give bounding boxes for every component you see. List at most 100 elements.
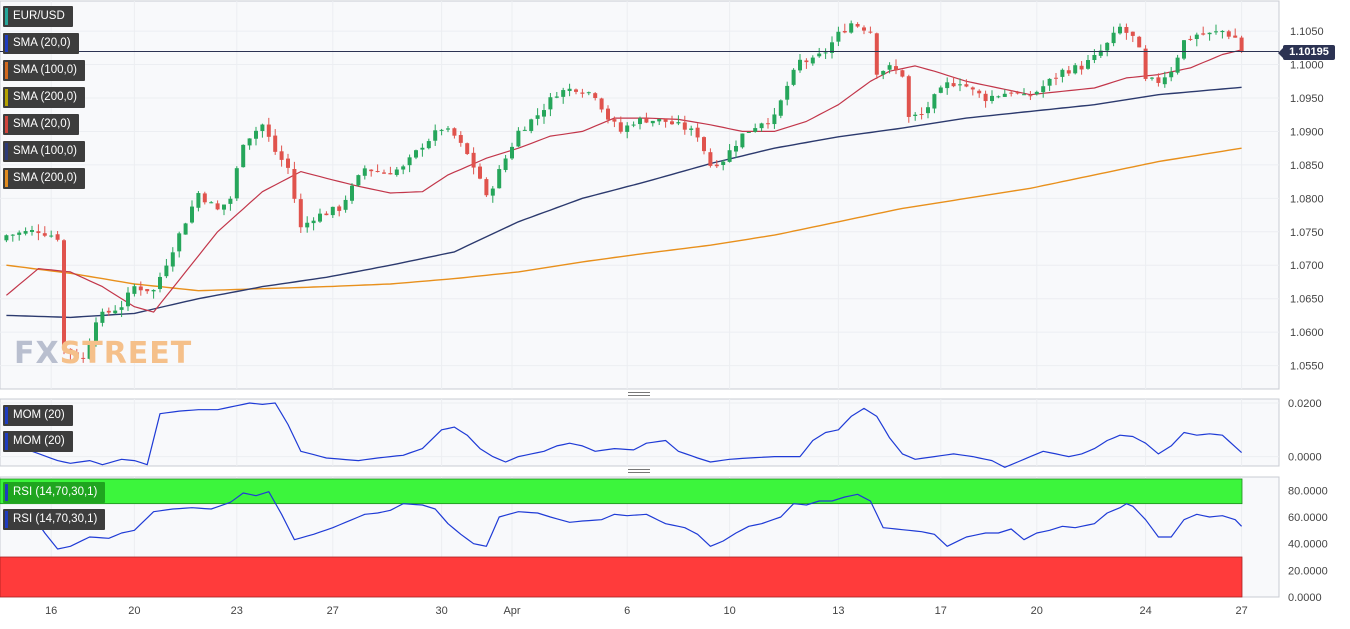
candle-body xyxy=(900,70,905,77)
candle-body xyxy=(561,90,566,97)
candle-body xyxy=(926,107,930,114)
date-tick-label: 23 xyxy=(231,605,243,617)
candle-body xyxy=(606,108,610,120)
candle-body xyxy=(202,193,207,203)
legend-item[interactable]: SMA (100,0) xyxy=(3,60,85,81)
candle-body xyxy=(932,94,937,109)
price-tick-label: 1.1000 xyxy=(1290,60,1324,72)
candle-body xyxy=(708,152,713,166)
candle-body xyxy=(42,233,47,236)
candle-body xyxy=(554,96,559,98)
candle-body xyxy=(1143,48,1148,79)
candle-body xyxy=(958,84,962,86)
candle-body xyxy=(164,265,169,277)
candle-body xyxy=(458,135,463,143)
date-tick-label: 16 xyxy=(45,605,57,617)
legend-item[interactable]: SMA (20,0) xyxy=(3,33,79,54)
candle-body xyxy=(375,171,380,173)
candle-body xyxy=(618,122,623,132)
legend-item[interactable]: EUR/USD xyxy=(3,6,73,27)
legend-label: SMA (20,0) xyxy=(13,118,71,130)
candle-body xyxy=(657,118,662,122)
candle-body xyxy=(753,128,758,132)
candle-body xyxy=(580,92,585,94)
candle-body xyxy=(586,92,591,94)
candle-body xyxy=(36,231,41,234)
fxstreet-watermark: FXSTREET xyxy=(14,336,193,371)
candle-body xyxy=(337,206,342,211)
candle-body xyxy=(1098,50,1103,56)
candle-body xyxy=(151,289,156,292)
candle-body xyxy=(1079,65,1084,70)
candle-body xyxy=(215,203,220,210)
candle-body xyxy=(362,168,367,176)
candle-body xyxy=(369,169,374,172)
mom-pane-resize-handle[interactable] xyxy=(628,392,650,397)
legend-item[interactable]: SMA (100,0) xyxy=(3,141,85,162)
price-tick-label: 1.0600 xyxy=(1290,327,1324,339)
date-tick-label: 20 xyxy=(1031,605,1043,617)
rsi-overbought-zone xyxy=(0,478,1243,505)
legend-item[interactable]: SMA (20,0) xyxy=(3,114,79,135)
candle-body xyxy=(548,97,553,110)
candle-body xyxy=(990,95,994,102)
candle-body xyxy=(177,233,182,252)
date-tick-label: 20 xyxy=(128,605,140,617)
candle-body xyxy=(298,199,303,228)
candle-body xyxy=(714,164,719,167)
legend-label: MOM (20) xyxy=(13,409,65,421)
legend-item[interactable]: SMA (200,0) xyxy=(3,87,85,108)
candle-body xyxy=(894,66,898,71)
candle-body xyxy=(1182,40,1186,59)
candle-body xyxy=(74,352,79,358)
candle-body xyxy=(113,310,118,314)
candle-body xyxy=(1105,42,1110,51)
candle-body xyxy=(17,232,22,235)
candle-body xyxy=(196,193,201,208)
date-tick-label: 24 xyxy=(1139,605,1151,617)
candle-body xyxy=(183,223,188,235)
candle-body xyxy=(849,23,854,33)
candle-body xyxy=(87,341,92,359)
candle-body xyxy=(964,84,969,87)
candle-body xyxy=(746,131,751,133)
candle-body xyxy=(266,124,271,137)
candle-body xyxy=(1041,86,1046,93)
date-tick-label: 6 xyxy=(624,605,630,617)
price-pane xyxy=(0,0,1280,390)
legend-label: SMA (200,0) xyxy=(13,91,77,103)
candle-body xyxy=(1156,77,1161,83)
candle-body xyxy=(874,33,879,75)
candle-body xyxy=(420,147,425,150)
candle-body xyxy=(919,114,924,116)
candle-body xyxy=(350,185,354,201)
candle-body xyxy=(1169,71,1174,78)
candle-body xyxy=(542,110,546,117)
candle-body xyxy=(254,130,258,139)
momentum-line xyxy=(6,402,1243,468)
legend-item-momentum[interactable]: MOM (20) xyxy=(3,431,73,452)
candle-body xyxy=(1162,77,1167,85)
candle-body xyxy=(906,76,911,117)
legend-item-rsi[interactable]: RSI (14,70,30,1) xyxy=(3,509,106,530)
rsi-pane-resize-handle[interactable] xyxy=(628,469,650,474)
legend-item-momentum[interactable]: MOM (20) xyxy=(3,405,73,426)
candle-body xyxy=(1034,91,1039,95)
candle-body xyxy=(855,23,860,27)
candle-body xyxy=(228,198,233,204)
rsi-tick-label: 20.0000 xyxy=(1288,565,1328,577)
candle-body xyxy=(126,292,130,307)
candle-body xyxy=(721,161,726,166)
legend-item-rsi[interactable]: RSI (14,70,30,1) xyxy=(3,482,106,503)
date-tick-label: 10 xyxy=(723,605,735,617)
candle-body xyxy=(791,69,796,85)
price-tick-label: 1.0550 xyxy=(1290,361,1324,373)
current-price-tag: 1.10195 xyxy=(1278,45,1335,60)
candle-body xyxy=(977,90,982,94)
candle-body xyxy=(311,220,316,224)
candle-body xyxy=(574,89,578,92)
legend-item[interactable]: SMA (200,0) xyxy=(3,168,85,189)
candle-body xyxy=(823,52,828,54)
candle-body xyxy=(279,151,284,160)
candle-body xyxy=(4,235,9,241)
